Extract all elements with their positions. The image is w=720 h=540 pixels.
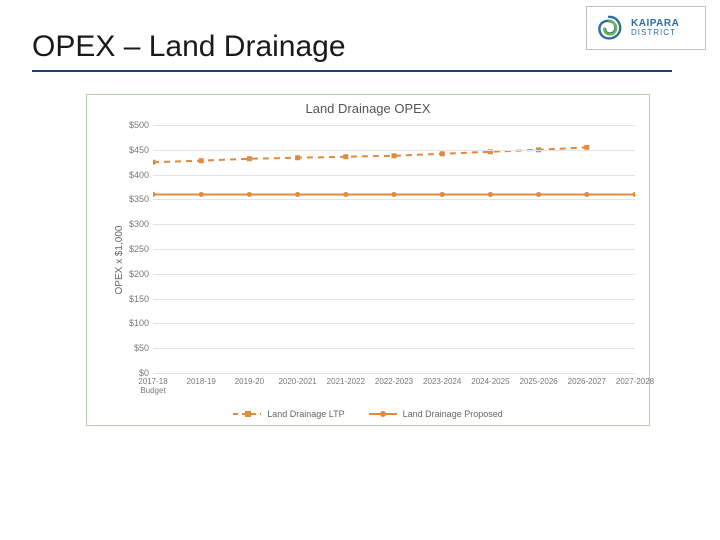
grid-line [153,373,635,374]
x-tick-label: 2022-2023 [375,377,413,386]
legend-swatch-dashed [233,409,261,419]
x-tick-label: 2023-2024 [423,377,461,386]
y-tick-label: $150 [117,294,149,304]
chart-container: Land Drainage OPEX OPEX x $1,000 $0$50$1… [86,94,650,426]
series-marker [633,192,636,197]
x-tick-label: 2025-2026 [519,377,557,386]
y-tick-label: $500 [117,120,149,130]
x-tick-label: 2020-2021 [278,377,316,386]
series-marker [488,192,493,197]
y-tick-label: $50 [117,343,149,353]
series-marker [199,192,204,197]
y-tick-label: $300 [117,219,149,229]
legend-label-proposed: Land Drainage Proposed [403,409,503,419]
y-tick-label: $400 [117,170,149,180]
series-marker [584,192,589,197]
grid-line [153,299,635,300]
x-tick-label: 2024-2025 [471,377,509,386]
slide: KAIPARA DISTRICT OPEX – Land Drainage La… [0,0,720,540]
legend-label-ltp: Land Drainage LTP [267,409,344,419]
title-underline [32,70,672,72]
series-marker [295,155,300,160]
series-marker [392,153,397,158]
x-tick-label: 2027-2028 [616,377,654,386]
y-tick-label: $100 [117,318,149,328]
grid-line [153,199,635,200]
page-title: OPEX – Land Drainage [32,30,700,64]
series-marker [440,151,445,156]
x-tick-label: 2026-2027 [568,377,606,386]
series-marker [392,192,397,197]
grid-line [153,224,635,225]
grid-line [153,125,635,126]
x-tick-label: 2017-18Budget [138,377,167,395]
y-tick-label: $350 [117,194,149,204]
chart-title: Land Drainage OPEX [87,95,649,116]
legend: Land Drainage LTP Land Drainage Proposed [87,409,649,419]
y-tick-label: $450 [117,145,149,155]
y-tick-label: $200 [117,269,149,279]
grid-line [153,249,635,250]
series-marker [153,192,156,197]
legend-swatch-solid [369,409,397,419]
series-marker [536,192,541,197]
x-tick-label: 2021-2022 [327,377,365,386]
y-tick-label: $250 [117,244,149,254]
series-marker [343,154,348,159]
grid-line [153,274,635,275]
series-marker [295,192,300,197]
x-tick-label: 2018-19 [187,377,216,386]
grid-line [153,150,635,151]
y-axis-title: OPEX x $1,000 [114,226,125,295]
series-marker [343,192,348,197]
series-marker [247,156,252,161]
legend-item-proposed: Land Drainage Proposed [369,409,503,419]
x-tick-label: 2019-20 [235,377,264,386]
series-marker [247,192,252,197]
series-marker [440,192,445,197]
grid-line [153,175,635,176]
title-block: OPEX – Land Drainage [32,30,700,72]
grid-line [153,348,635,349]
grid-line [153,323,635,324]
legend-item-ltp: Land Drainage LTP [233,409,344,419]
series-marker [199,158,204,163]
series-marker [153,160,156,165]
